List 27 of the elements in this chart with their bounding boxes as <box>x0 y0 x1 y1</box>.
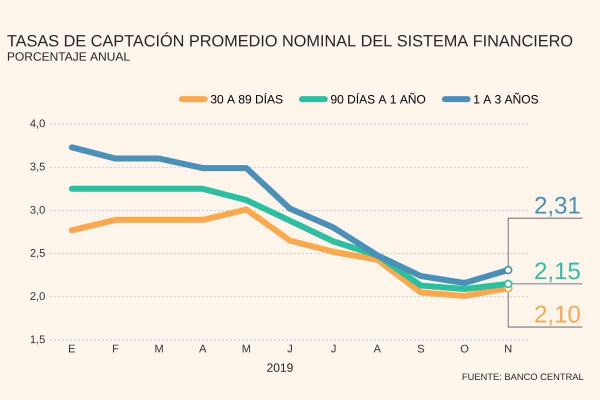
legend-label: 90 DÍAS A 1 AÑO <box>331 92 426 104</box>
y-tick-label: 1,5 <box>30 335 45 345</box>
data-label: 2,15 <box>535 262 580 282</box>
y-tick-label: 3,5 <box>30 162 45 172</box>
x-tick-label: M <box>155 344 163 352</box>
data-label: 2,10 <box>535 306 580 326</box>
source-note: FUENTE: BANCO CENTRAL <box>462 373 584 380</box>
y-tick-label: 4,0 <box>30 119 45 129</box>
x-tick-label: N <box>505 344 512 352</box>
x-tick-label: A <box>199 344 206 352</box>
x-axis-title: 2019 <box>267 363 293 372</box>
x-tick-label: A <box>374 344 381 352</box>
chart-title: TASAS DE CAPTACIÓN PROMEDIO NOMINAL DEL SISTEMA FINANCIERO <box>7 32 572 47</box>
y-tick-label: 2,5 <box>30 249 45 258</box>
x-tick-label: E <box>69 344 76 352</box>
x-tick-label: M <box>242 344 250 352</box>
chart-subtitle: PORCENTAJE ANUAL <box>8 52 130 61</box>
x-tick-label: J <box>331 344 336 352</box>
legend-label: 1 A 3 AÑOS <box>474 92 538 104</box>
x-tick-label: O <box>460 344 468 353</box>
legend-label: 30 A 89 DÍAS <box>210 92 282 104</box>
x-tick-label: J <box>287 344 292 352</box>
y-tick-label: 2,0 <box>30 292 45 302</box>
data-label: 2,31 <box>535 196 580 217</box>
y-tick-label: 3,0 <box>30 206 45 215</box>
x-tick-label: F <box>112 344 118 352</box>
x-tick-label: S <box>418 344 424 353</box>
